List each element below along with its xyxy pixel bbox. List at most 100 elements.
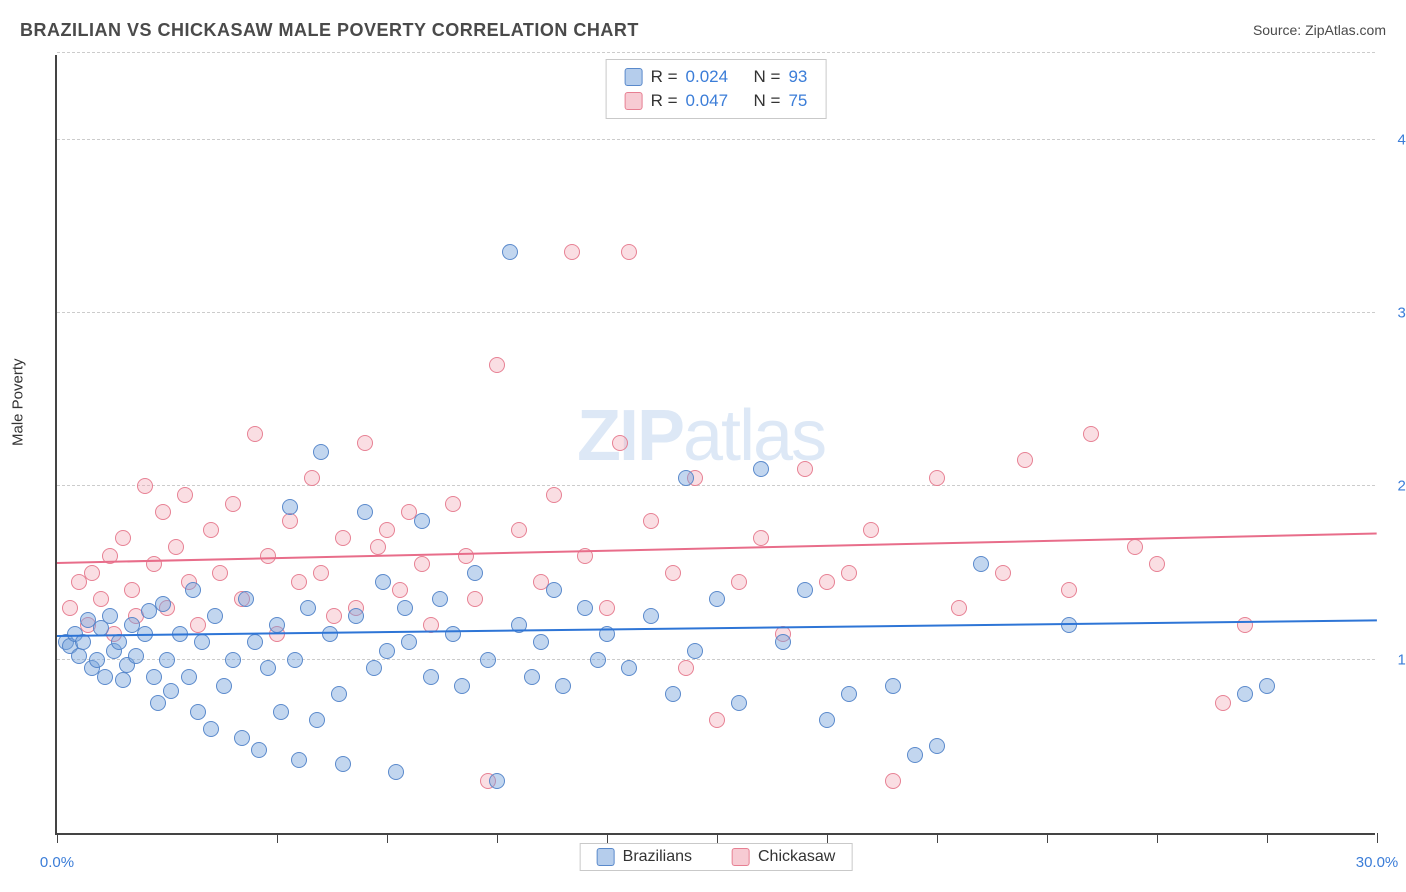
scatter-point — [797, 582, 813, 598]
scatter-point — [709, 591, 725, 607]
trendline-blue — [57, 620, 1377, 638]
scatter-point — [269, 617, 285, 633]
scatter-point — [207, 608, 223, 624]
scatter-point — [309, 712, 325, 728]
scatter-point — [612, 435, 628, 451]
y-tick-label: 10.0% — [1397, 651, 1406, 668]
scatter-point — [397, 600, 413, 616]
scatter-point — [621, 660, 637, 676]
scatter-point — [489, 773, 505, 789]
scatter-point — [71, 648, 87, 664]
scatter-point — [93, 591, 109, 607]
scatter-point — [401, 634, 417, 650]
scatter-point — [590, 652, 606, 668]
swatch-blue-icon — [625, 68, 643, 86]
scatter-point — [819, 574, 835, 590]
scatter-point — [1017, 452, 1033, 468]
scatter-point — [1237, 686, 1253, 702]
scatter-point — [203, 522, 219, 538]
scatter-point — [555, 678, 571, 694]
swatch-pink-icon — [732, 848, 750, 866]
scatter-point — [1237, 617, 1253, 633]
x-tick — [497, 833, 498, 843]
scatter-point — [115, 530, 131, 546]
scatter-point — [313, 444, 329, 460]
scatter-point — [753, 530, 769, 546]
scatter-point — [665, 686, 681, 702]
x-tick — [387, 833, 388, 843]
scatter-point — [414, 556, 430, 572]
gridline — [57, 52, 1375, 53]
scatter-point — [216, 678, 232, 694]
scatter-point — [348, 608, 364, 624]
scatter-point — [819, 712, 835, 728]
scatter-point — [564, 244, 580, 260]
scatter-point — [841, 686, 857, 702]
scatter-point — [357, 435, 373, 451]
scatter-point — [577, 600, 593, 616]
stats-row-brazilians: R = 0.024 N = 93 — [625, 65, 808, 89]
x-tick — [1267, 833, 1268, 843]
trendline-pink — [57, 533, 1377, 564]
x-tick — [607, 833, 608, 843]
scatter-point — [467, 565, 483, 581]
y-tick-label: 30.0% — [1397, 305, 1406, 322]
scatter-point — [731, 695, 747, 711]
scatter-point — [1259, 678, 1275, 694]
scatter-point — [546, 582, 562, 598]
chart-title: BRAZILIAN VS CHICKASAW MALE POVERTY CORR… — [20, 20, 639, 41]
scatter-point — [155, 504, 171, 520]
scatter-point — [1127, 539, 1143, 555]
scatter-point — [225, 496, 241, 512]
scatter-point — [885, 678, 901, 694]
scatter-point — [168, 539, 184, 555]
scatter-point — [841, 565, 857, 581]
scatter-point — [313, 565, 329, 581]
scatter-point — [181, 669, 197, 685]
scatter-point — [260, 660, 276, 676]
scatter-point — [907, 747, 923, 763]
scatter-point — [326, 608, 342, 624]
gridline — [57, 659, 1375, 660]
scatter-point — [414, 513, 430, 529]
scatter-point — [335, 756, 351, 772]
scatter-point — [1215, 695, 1231, 711]
scatter-point — [379, 643, 395, 659]
scatter-point — [225, 652, 241, 668]
scatter-point — [194, 634, 210, 650]
scatter-point — [546, 487, 562, 503]
scatter-point — [115, 672, 131, 688]
x-tick-label: 30.0% — [1356, 854, 1399, 871]
scatter-point — [533, 634, 549, 650]
scatter-point — [190, 617, 206, 633]
scatter-point — [929, 738, 945, 754]
scatter-point — [599, 600, 615, 616]
plot-area: ZIPatlas R = 0.024 N = 93 R = 0.047 N = … — [55, 55, 1375, 835]
source-citation: Source: ZipAtlas.com — [1253, 22, 1386, 38]
scatter-point — [111, 634, 127, 650]
scatter-point — [238, 591, 254, 607]
stats-row-chickasaw: R = 0.047 N = 75 — [625, 89, 808, 113]
scatter-point — [291, 574, 307, 590]
scatter-point — [929, 470, 945, 486]
scatter-point — [445, 496, 461, 512]
scatter-point — [366, 660, 382, 676]
scatter-point — [423, 669, 439, 685]
scatter-point — [291, 752, 307, 768]
scatter-point — [643, 513, 659, 529]
scatter-point — [150, 695, 166, 711]
scatter-point — [287, 652, 303, 668]
swatch-blue-icon — [597, 848, 615, 866]
scatter-point — [155, 596, 171, 612]
scatter-point — [357, 504, 373, 520]
scatter-point — [62, 600, 78, 616]
scatter-point — [234, 730, 250, 746]
gridline — [57, 139, 1375, 140]
chart-container: BRAZILIAN VS CHICKASAW MALE POVERTY CORR… — [0, 0, 1406, 892]
scatter-point — [177, 487, 193, 503]
swatch-pink-icon — [625, 92, 643, 110]
x-tick — [937, 833, 938, 843]
scatter-point — [524, 669, 540, 685]
scatter-point — [995, 565, 1011, 581]
gridline — [57, 485, 1375, 486]
